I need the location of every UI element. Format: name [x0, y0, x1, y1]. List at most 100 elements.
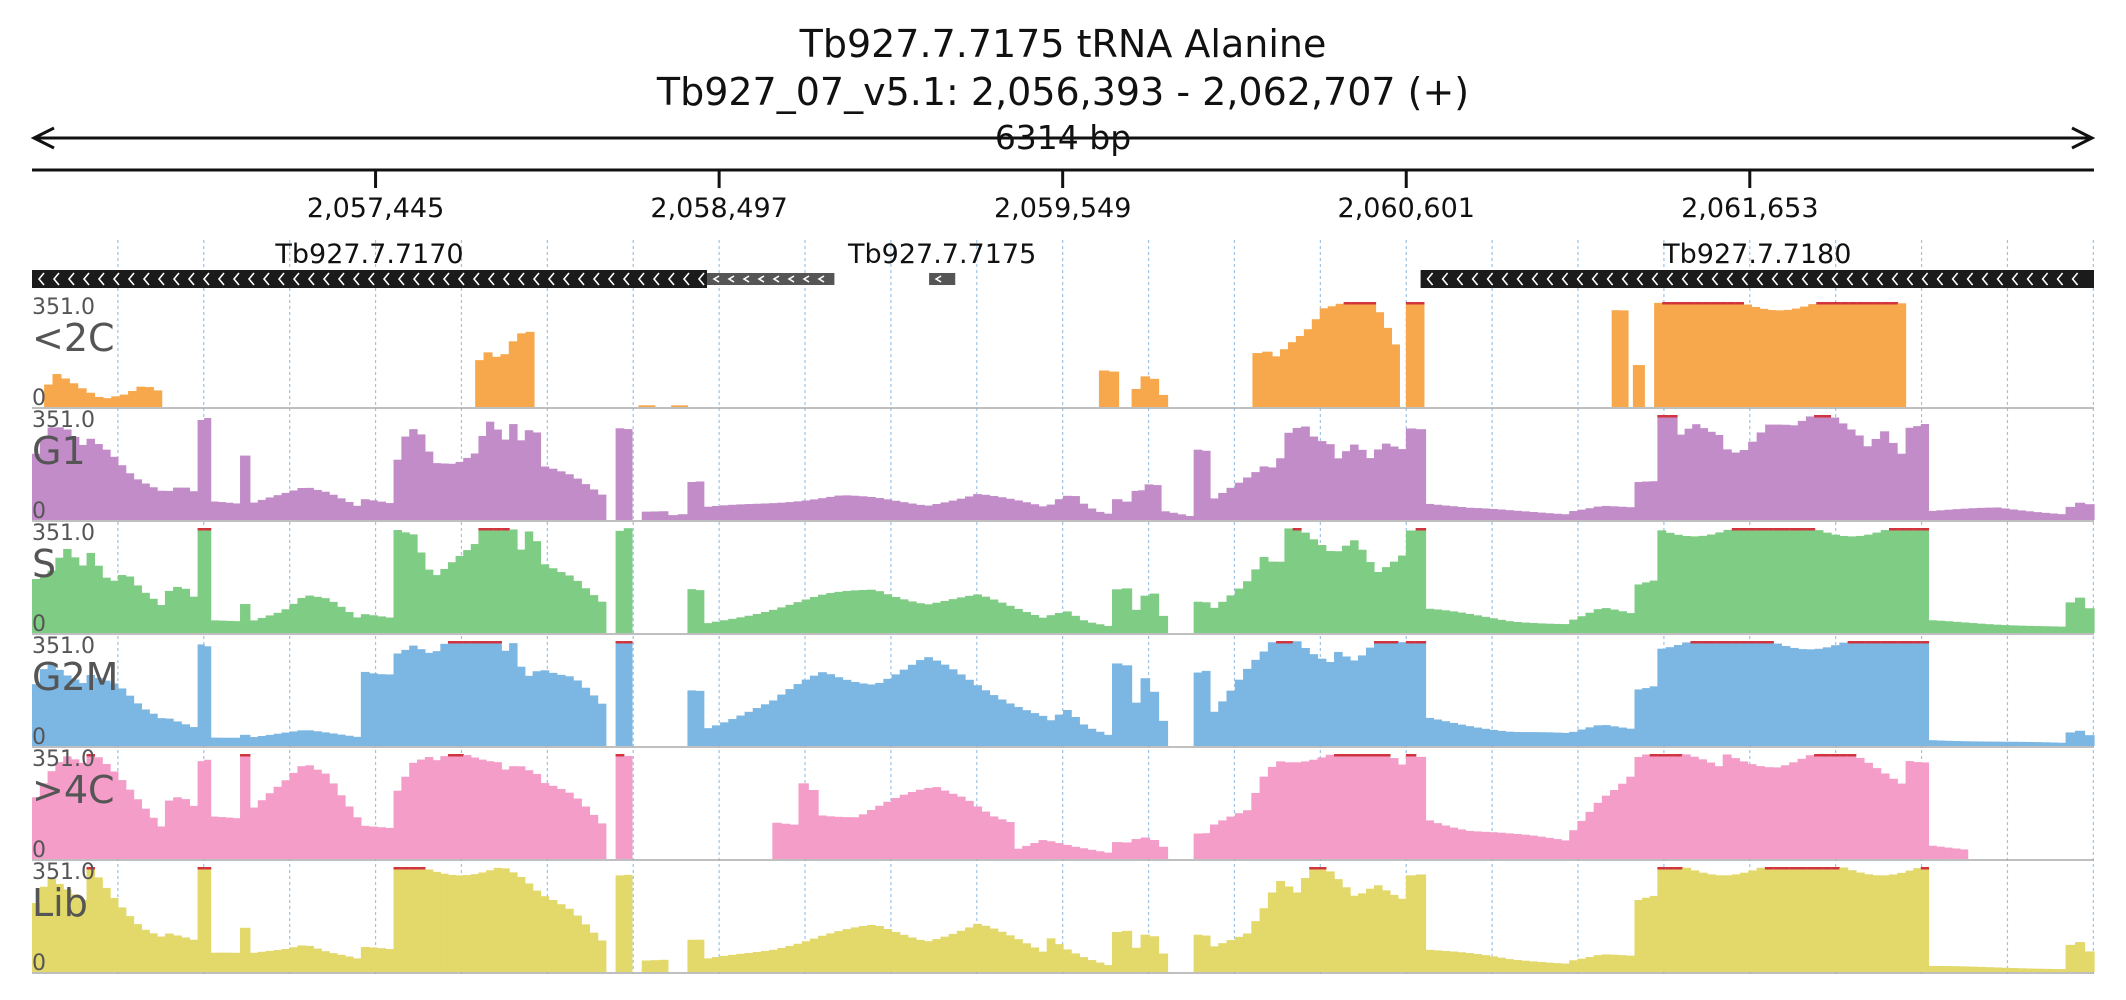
coverage-bar [344, 956, 354, 972]
coverage-bar [1079, 503, 1089, 520]
strand-chevron [1756, 272, 1764, 286]
coverage-bar [111, 396, 121, 407]
coverage-bar [573, 915, 582, 972]
clipped-marker [1292, 528, 1302, 531]
coverage-bar [1665, 754, 1675, 859]
coverage-bar [1226, 690, 1236, 746]
clipped-marker [1731, 641, 1741, 644]
coverage-bar [1839, 867, 1849, 972]
coverage-bar [1920, 762, 1930, 859]
coverage-bar [623, 528, 633, 633]
coverage-bar [173, 721, 182, 746]
coverage-bar [1513, 960, 1522, 972]
coverage-bar [102, 398, 112, 407]
coverage-bar [1610, 954, 1619, 972]
coverage-bar [597, 940, 607, 972]
coverage-bar [997, 699, 1007, 746]
coverage-bar [1054, 944, 1064, 972]
coverage-bar [1897, 872, 1907, 972]
coverage-bar [1038, 951, 1048, 972]
coverage-bar [1855, 872, 1865, 972]
strand-chevron [397, 272, 405, 286]
clipped-marker [1723, 641, 1733, 644]
coverage-bar [1739, 761, 1749, 859]
coverage-bar [417, 552, 426, 633]
coverage-bar [1367, 302, 1377, 407]
coverage-bar [305, 730, 314, 746]
coverage-bar [956, 498, 966, 520]
strand-chevron [382, 272, 390, 286]
coverage-bar [1433, 823, 1443, 859]
coverage-bar [1872, 768, 1882, 859]
coverage-bar [257, 736, 267, 746]
coverage-bar [149, 817, 158, 859]
coverage-bar [1087, 728, 1097, 746]
coverage-bar [973, 923, 982, 972]
coverage-bar [197, 528, 205, 633]
clipped-marker [1735, 302, 1744, 305]
coverage-bar [556, 904, 566, 972]
coverage-bar [1433, 950, 1443, 972]
clipped-marker [1707, 641, 1716, 644]
coverage-bar [63, 889, 72, 972]
coverage-bar [875, 682, 884, 746]
strand-chevron [247, 272, 255, 286]
clipped-marker [1657, 867, 1667, 870]
coverage-bar [32, 579, 41, 633]
coverage-bar [1880, 773, 1890, 859]
clipped-marker [1855, 641, 1865, 644]
strand-chevron [1561, 272, 1569, 286]
clipped-marker [401, 867, 410, 870]
coverage-bar [1780, 765, 1790, 859]
coverage-bar [2075, 502, 2086, 520]
coverage-bar [1201, 833, 1211, 859]
coverage-bar [703, 958, 713, 972]
clipped-marker [1657, 754, 1667, 757]
coverage-bar [1601, 505, 1611, 520]
coverage-bar [1449, 722, 1459, 746]
coverage-bar [1847, 754, 1857, 859]
coverage-bar [1928, 965, 1938, 972]
strand-chevron [1486, 272, 1494, 286]
coverage-bar [1781, 867, 1791, 972]
coverage-bar [1193, 601, 1203, 633]
coverage-bar [181, 937, 191, 972]
coverage-bar [1103, 965, 1113, 972]
coverage-bar [1611, 310, 1621, 407]
coverage-bar [1662, 302, 1671, 407]
coverage-bar [1005, 605, 1015, 633]
coverage-bar [1111, 842, 1123, 859]
coverage-bar [744, 711, 754, 746]
clipped-marker [1365, 754, 1375, 757]
coverage-bar [1747, 764, 1757, 859]
coverage-bar [1577, 820, 1587, 859]
coverage-bar [834, 931, 844, 972]
coverage-bar [189, 491, 199, 520]
coverage-bar [1545, 513, 1554, 520]
gene-label: Tb927.7.7170 [274, 239, 463, 270]
clipped-marker [1864, 641, 1874, 644]
coverage-bar [883, 801, 893, 859]
coverage-bar [777, 502, 787, 520]
coverage-bar [1505, 731, 1514, 746]
coverage-bar [1259, 908, 1269, 972]
clipped-marker [455, 754, 464, 757]
coverage-bar [173, 797, 182, 859]
coverage-bar [1383, 327, 1393, 407]
coverage-bar [55, 427, 64, 520]
coverage-bar [210, 620, 219, 633]
coverage-bar [352, 505, 362, 520]
coverage-bar [517, 333, 527, 407]
coverage-bar [1871, 438, 1881, 520]
coverage-bar [1743, 304, 1753, 407]
coverage-bar [834, 816, 844, 859]
coverage-bar [493, 867, 502, 972]
coverage-bar [1111, 932, 1123, 972]
coverage-bar [63, 756, 72, 859]
coverage-bar [769, 700, 778, 746]
strand-chevron [1831, 272, 1839, 286]
coverage-bar [1226, 940, 1236, 972]
coverage-bar [500, 354, 510, 407]
coverage-bar [2001, 625, 2010, 633]
coverage-bar [369, 947, 378, 972]
